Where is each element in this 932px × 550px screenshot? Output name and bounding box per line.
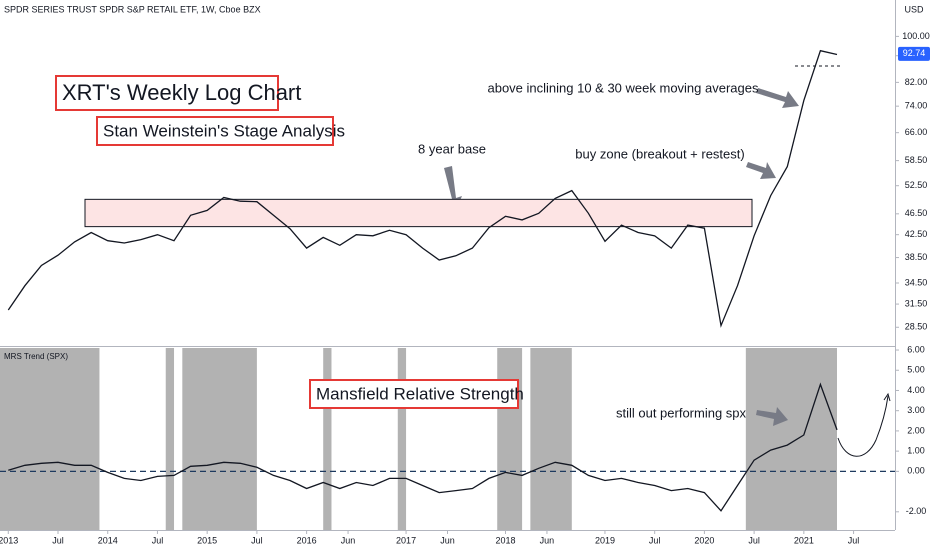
x-tick-label: 2013	[0, 535, 18, 545]
y-tick-label: 46.50	[905, 208, 928, 218]
y-tick-label: 0.00	[907, 466, 925, 476]
y-tick-label: -2.00	[906, 506, 927, 516]
shaded-period	[0, 348, 100, 530]
annotation: still out performing spx	[616, 405, 747, 420]
y-tick-label: 52.50	[905, 180, 928, 190]
y-tick-label: 3.00	[907, 405, 925, 415]
y-tick-label: 100.00	[902, 31, 930, 41]
shaded-period	[397, 348, 407, 530]
x-tick-label: 2018	[495, 535, 515, 545]
curved-arrow	[837, 395, 889, 457]
annotation: Stan Weinstein's Stage Analysis	[103, 121, 345, 140]
indicator-header: MRS Trend (SPX)	[4, 352, 68, 361]
symbol-header: SPDR SERIES TRUST SPDR S&P RETAIL ETF, 1…	[4, 4, 261, 14]
y-tick-label: 66.00	[905, 127, 928, 137]
shaded-period	[165, 348, 175, 530]
annotation: buy zone (breakout + restest)	[575, 146, 744, 161]
y-tick-label: 2.00	[907, 425, 925, 435]
y-tick-label: 28.50	[905, 322, 928, 332]
last-value-label: 92.74	[903, 48, 926, 58]
y-tick-label: 38.50	[905, 252, 928, 262]
last-value-badge	[898, 46, 930, 61]
y-tick-label: 58.50	[905, 155, 928, 165]
annotation: XRT's Weekly Log Chart	[62, 80, 301, 105]
series-line	[8, 382, 838, 512]
x-tick-label: Jul	[251, 535, 263, 545]
y-tick-label: 82.00	[905, 77, 928, 87]
x-tick-label: Jul	[52, 535, 64, 545]
annotation-box	[96, 116, 334, 146]
arrow	[746, 162, 776, 179]
arrow	[756, 88, 799, 108]
y-tick-label: 34.50	[905, 277, 928, 287]
y-tick-label: 31.50	[905, 298, 928, 308]
y-tick-label: 74.00	[905, 101, 928, 111]
x-tick-label: Jun	[540, 535, 555, 545]
x-tick-label: Jul	[848, 535, 860, 545]
annotation: Mansfield Relative Strength	[316, 384, 524, 403]
x-tick-label: 2019	[595, 535, 615, 545]
x-tick-label: 2017	[396, 535, 416, 545]
x-tick-label: 2014	[98, 535, 118, 545]
y-tick-label: 42.50	[905, 229, 928, 239]
base-zone	[84, 198, 753, 228]
shaded-period	[530, 348, 572, 530]
y-tick-label: 4.00	[907, 385, 925, 395]
y-tick-label: 1.00	[907, 446, 925, 456]
arrow-head	[883, 392, 891, 402]
shaded-period	[745, 348, 837, 530]
annotation-box	[55, 75, 279, 111]
arrow	[756, 407, 788, 426]
shaded-period	[182, 348, 257, 530]
annotation: 8 year base	[418, 141, 486, 156]
x-tick-label: Jul	[748, 535, 760, 545]
x-tick-label: Jun	[440, 535, 455, 545]
x-tick-label: 2016	[297, 535, 317, 545]
shaded-period	[323, 348, 332, 530]
x-tick-label: Jul	[649, 535, 661, 545]
x-tick-label: 2020	[694, 535, 714, 545]
shade-layer	[0, 348, 837, 530]
shaded-period	[497, 348, 523, 530]
y-tick-label: 5.00	[907, 365, 925, 375]
x-tick-label: 2015	[197, 535, 217, 545]
x-tick-label: Jun	[341, 535, 356, 545]
annotation: above inclining 10 & 30 week moving aver…	[487, 80, 759, 95]
currency: USD	[904, 4, 924, 14]
annotation-box	[309, 379, 519, 409]
series-line	[7, 49, 838, 328]
x-tick-label: Jul	[152, 535, 164, 545]
x-tick-label: 2021	[794, 535, 814, 545]
y-tick-label: 6.00	[907, 344, 925, 354]
